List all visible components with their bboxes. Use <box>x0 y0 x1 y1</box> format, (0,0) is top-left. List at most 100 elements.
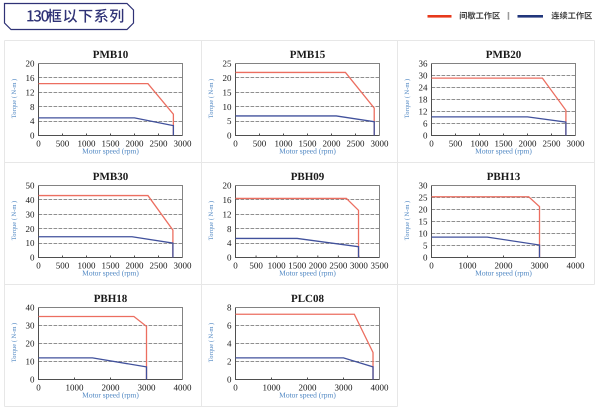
svg-text:4000: 4000 <box>371 383 390 393</box>
svg-text:5: 5 <box>227 116 232 126</box>
svg-text:2500: 2500 <box>543 139 562 149</box>
svg-text:0: 0 <box>30 253 35 263</box>
svg-text:500: 500 <box>56 261 70 271</box>
svg-text:30: 30 <box>419 71 429 81</box>
svg-text:0: 0 <box>36 139 41 149</box>
svg-text:Motor speed (rpm): Motor speed (rpm) <box>82 147 139 156</box>
svg-text:3000: 3000 <box>531 261 550 271</box>
svg-text:1000: 1000 <box>275 139 294 149</box>
svg-text:4: 4 <box>30 116 35 126</box>
svg-text:20: 20 <box>26 339 36 349</box>
svg-text:0: 0 <box>227 131 232 141</box>
svg-text:Torque ( N-m ): Torque ( N-m ) <box>208 323 215 362</box>
svg-text:0: 0 <box>30 375 35 385</box>
svg-text:500: 500 <box>253 139 267 149</box>
svg-text:30: 30 <box>419 181 429 191</box>
svg-text:PBH09: PBH09 <box>291 171 325 183</box>
svg-text:Motor speed (rpm): Motor speed (rpm) <box>82 391 139 400</box>
svg-text:50: 50 <box>26 181 36 191</box>
svg-text:20: 20 <box>419 205 429 215</box>
svg-text:40: 40 <box>26 303 36 313</box>
svg-text:1000: 1000 <box>263 383 282 393</box>
svg-text:Motor speed (rpm): Motor speed (rpm) <box>475 147 532 156</box>
svg-text:2000: 2000 <box>126 139 145 149</box>
svg-text:8: 8 <box>227 303 232 313</box>
svg-text:12: 12 <box>26 87 35 97</box>
svg-text:16: 16 <box>26 73 36 83</box>
svg-text:0: 0 <box>227 253 232 263</box>
svg-text:2000: 2000 <box>102 383 121 393</box>
svg-text:2500: 2500 <box>150 139 169 149</box>
svg-text:30: 30 <box>26 321 36 331</box>
svg-text:0: 0 <box>429 261 434 271</box>
svg-text:Torque ( N-m ): Torque ( N-m ) <box>11 201 18 240</box>
svg-text:500: 500 <box>56 139 70 149</box>
svg-text:1000: 1000 <box>78 261 97 271</box>
svg-text:1500: 1500 <box>102 139 121 149</box>
svg-text:2500: 2500 <box>329 261 348 271</box>
svg-text:40: 40 <box>26 195 36 205</box>
svg-text:PMB20: PMB20 <box>486 49 522 61</box>
svg-text:Motor speed (rpm): Motor speed (rpm) <box>279 147 336 156</box>
svg-text:20: 20 <box>26 224 36 234</box>
svg-text:PBH18: PBH18 <box>94 293 128 305</box>
svg-text:Motor speed (rpm): Motor speed (rpm) <box>82 269 139 278</box>
svg-text:8: 8 <box>30 102 35 112</box>
svg-text:Torque ( N-m ): Torque ( N-m ) <box>404 79 411 118</box>
svg-text:1500: 1500 <box>288 261 307 271</box>
svg-text:20: 20 <box>26 59 36 69</box>
svg-text:Torque ( N-m ): Torque ( N-m ) <box>404 201 411 240</box>
svg-text:3000: 3000 <box>371 139 390 149</box>
svg-text:3000: 3000 <box>567 139 586 149</box>
svg-text:Torque ( N-m ): Torque ( N-m ) <box>208 79 215 118</box>
svg-text:4: 4 <box>227 339 232 349</box>
svg-text:3000: 3000 <box>174 139 193 149</box>
svg-text:Motor speed (rpm): Motor speed (rpm) <box>475 269 532 278</box>
svg-text:15: 15 <box>223 87 233 97</box>
svg-text:0: 0 <box>233 383 238 393</box>
svg-text:1500: 1500 <box>299 139 318 149</box>
svg-text:4000: 4000 <box>174 383 193 393</box>
svg-text:10: 10 <box>223 102 233 112</box>
svg-text:Torque ( N-m ): Torque ( N-m ) <box>11 323 18 362</box>
svg-text:1500: 1500 <box>495 139 514 149</box>
svg-text:2000: 2000 <box>519 139 538 149</box>
svg-text:1000: 1000 <box>78 139 97 149</box>
svg-text:2000: 2000 <box>126 261 145 271</box>
svg-text:500: 500 <box>449 139 463 149</box>
svg-text:16: 16 <box>223 195 233 205</box>
svg-text:0: 0 <box>233 139 238 149</box>
svg-text:2500: 2500 <box>347 139 366 149</box>
svg-text:1000: 1000 <box>268 261 287 271</box>
svg-text:24: 24 <box>419 83 429 93</box>
svg-text:1000: 1000 <box>66 383 85 393</box>
svg-text:PMB15: PMB15 <box>290 49 326 61</box>
svg-text:Motor speed (rpm): Motor speed (rpm) <box>279 391 336 400</box>
svg-text:18: 18 <box>419 95 429 105</box>
svg-text:Torque ( N-m ): Torque ( N-m ) <box>208 201 215 240</box>
svg-text:4: 4 <box>227 238 232 248</box>
svg-text:2000: 2000 <box>299 383 318 393</box>
svg-text:0: 0 <box>423 131 428 141</box>
svg-text:12: 12 <box>419 107 428 117</box>
svg-text:3000: 3000 <box>138 383 157 393</box>
svg-text:10: 10 <box>26 357 36 367</box>
svg-text:6: 6 <box>423 119 428 129</box>
svg-text:3000: 3000 <box>174 261 193 271</box>
svg-text:2500: 2500 <box>150 261 169 271</box>
svg-text:15: 15 <box>419 217 429 227</box>
svg-text:500: 500 <box>249 261 263 271</box>
svg-text:PLC08: PLC08 <box>291 293 325 305</box>
svg-text:2000: 2000 <box>323 139 342 149</box>
svg-text:20: 20 <box>223 73 233 83</box>
svg-text:PMB10: PMB10 <box>93 49 129 61</box>
svg-text:6: 6 <box>227 321 232 331</box>
svg-text:PBH13: PBH13 <box>487 171 521 183</box>
svg-text:PMB30: PMB30 <box>93 171 129 183</box>
svg-text:2000: 2000 <box>495 261 514 271</box>
svg-text:0: 0 <box>233 261 238 271</box>
svg-text:0: 0 <box>423 253 428 263</box>
svg-text:1000: 1000 <box>459 261 478 271</box>
svg-text:4000: 4000 <box>567 261 586 271</box>
svg-text:Motor speed (rpm): Motor speed (rpm) <box>279 269 336 278</box>
